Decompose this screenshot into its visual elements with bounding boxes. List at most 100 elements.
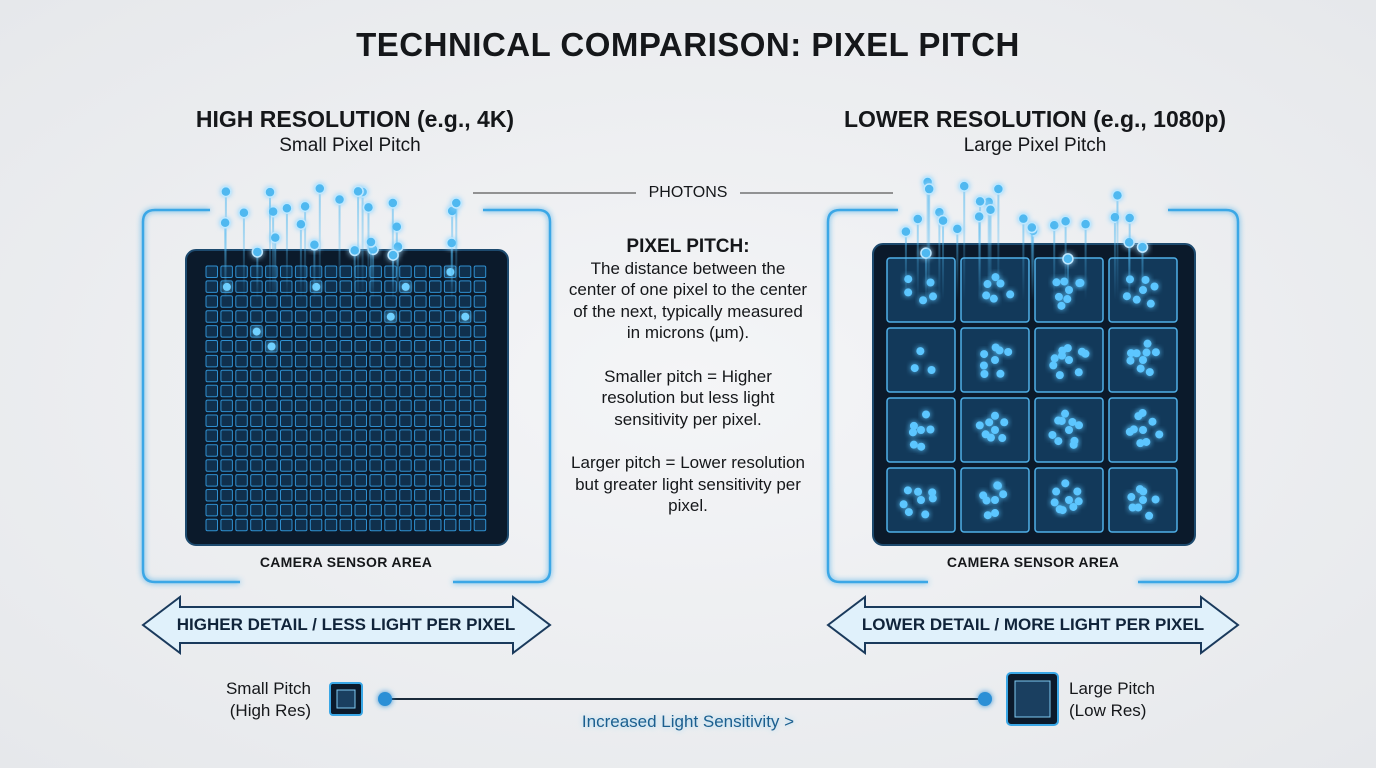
photon-hit	[1068, 417, 1077, 426]
photon-hit	[1136, 439, 1145, 448]
pixel	[399, 369, 412, 383]
pixel	[429, 459, 442, 472]
pixel	[384, 295, 397, 308]
pixel	[429, 474, 442, 487]
pixel	[205, 265, 218, 278]
photon-hit	[916, 347, 925, 356]
photon	[281, 202, 293, 214]
pixel	[339, 369, 353, 383]
photon-hit	[267, 342, 276, 351]
photon-hit	[1050, 498, 1059, 507]
pixel	[220, 429, 233, 442]
pixel	[354, 354, 367, 368]
frame	[826, 208, 928, 584]
pixel	[324, 265, 338, 278]
pixel	[294, 369, 308, 383]
photon-beam	[938, 212, 941, 300]
pixel	[473, 369, 487, 383]
photon-hit	[1061, 479, 1070, 488]
pixel	[235, 489, 248, 502]
pixel	[235, 429, 248, 442]
large-pitch-inner	[1014, 680, 1051, 718]
pixel	[294, 503, 308, 517]
photon-beam	[304, 206, 307, 300]
photon-beam	[396, 246, 399, 300]
photon-beam	[274, 237, 277, 300]
pixel	[384, 429, 397, 442]
pixel	[354, 444, 367, 457]
arrow-label: HIGHER DETAIL / LESS LIGHT PER PIXEL	[176, 615, 516, 634]
pixel	[429, 265, 442, 278]
pixel	[280, 474, 293, 487]
photon-beam	[989, 209, 992, 300]
photon-hit	[1138, 408, 1147, 417]
photon	[1079, 218, 1092, 230]
pixel	[294, 414, 308, 427]
pixel	[309, 429, 323, 442]
pixel	[354, 295, 367, 308]
pixel	[414, 474, 427, 487]
pixel	[205, 399, 218, 413]
pixel	[324, 399, 338, 413]
pixel	[280, 325, 293, 338]
photon	[365, 236, 377, 248]
pixel	[265, 444, 278, 457]
pixel	[458, 489, 472, 502]
pixel	[369, 518, 382, 532]
pixel	[354, 369, 367, 383]
photon-beam	[372, 249, 375, 300]
pixel	[235, 265, 248, 278]
photon-hit	[1054, 437, 1063, 446]
pixel	[399, 474, 412, 487]
pixel	[384, 503, 397, 517]
pixel	[294, 325, 308, 338]
photon-hit	[1139, 426, 1147, 434]
photon-hit	[461, 312, 470, 321]
pixel	[250, 354, 263, 368]
pixel	[309, 459, 323, 472]
pixel	[280, 503, 293, 517]
photon-beam	[256, 251, 259, 300]
pixel	[458, 503, 472, 517]
photon-hit	[928, 488, 937, 497]
pixel	[250, 429, 263, 442]
pixel	[473, 503, 487, 517]
photon-hit	[1063, 344, 1072, 353]
pixel	[458, 459, 472, 472]
pixel	[339, 518, 353, 532]
photon-hit	[222, 282, 231, 291]
pixel	[473, 474, 487, 487]
pixel	[235, 295, 248, 308]
photon-hit	[991, 509, 1000, 518]
photon-hit	[1139, 496, 1147, 504]
pixel	[458, 280, 472, 293]
pixel	[205, 414, 218, 427]
photon-beam	[956, 228, 959, 300]
pixel	[399, 295, 412, 308]
pixel	[265, 503, 278, 517]
photon-hit	[1057, 301, 1066, 310]
photon	[984, 203, 997, 216]
scale-start-line: Small Pitch	[225, 679, 311, 698]
pixel	[399, 429, 412, 442]
pixel	[280, 429, 293, 442]
pixel	[429, 354, 442, 368]
pixel	[429, 399, 442, 413]
photon	[251, 246, 264, 258]
photon	[362, 201, 375, 214]
pixel	[429, 310, 442, 323]
photon	[445, 237, 458, 249]
pixel	[886, 327, 956, 393]
pixel	[280, 369, 293, 383]
pixel	[294, 354, 308, 368]
pixel	[205, 489, 218, 502]
pixel	[473, 429, 487, 442]
pixel	[369, 354, 382, 368]
pixel	[414, 325, 427, 338]
pixel	[294, 310, 308, 323]
photon-hit	[386, 312, 395, 321]
pixel	[443, 340, 457, 353]
pixel	[280, 384, 293, 398]
photon-hit	[1052, 487, 1061, 496]
pixel	[414, 384, 427, 398]
